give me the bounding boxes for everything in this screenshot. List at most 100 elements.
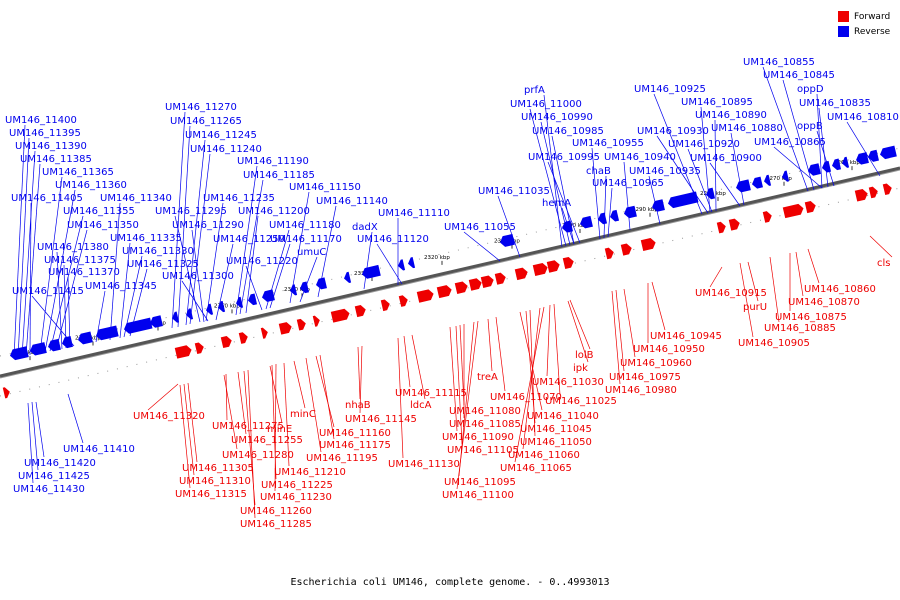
forward-gene-label: treA — [477, 372, 498, 383]
forward-gene-label: UM146_11100 — [442, 490, 514, 501]
forward-gene-arrow — [716, 221, 726, 234]
forward-gene-label: purU — [743, 302, 767, 313]
reverse-connector-line — [497, 195, 521, 258]
reverse-connector-line — [67, 393, 84, 444]
reverse-gene-arrow — [868, 149, 879, 162]
forward-connector-line — [187, 382, 198, 463]
forward-connector-line — [546, 304, 551, 377]
forward-connector-line — [456, 320, 479, 490]
reverse-gene-label: UM146_11395 — [9, 128, 81, 139]
forward-gene-label: UM146_11285 — [240, 519, 312, 530]
reverse-gene-label: UM146_11110 — [378, 208, 450, 219]
reverse-gene-arrow — [96, 325, 119, 341]
forward-gene-arrow — [514, 267, 528, 281]
forward-swatch — [838, 11, 849, 22]
forward-connector-line — [455, 325, 463, 445]
reverse-gene-label: UM146_11330 — [122, 246, 194, 257]
reverse-connector-line — [177, 125, 191, 328]
forward-gene-label: UM146_11080 — [449, 406, 521, 417]
forward-gene-label: UM146_10860 — [804, 284, 876, 295]
forward-gene-label: UM146_11090 — [442, 432, 514, 443]
reverse-gene-label: UM146_10935 — [629, 166, 701, 177]
tick-label: 2320 kbp — [424, 255, 450, 261]
reverse-connector-line — [239, 179, 264, 315]
forward-connector-line — [569, 299, 591, 350]
tick-label: 2340 kbp — [284, 287, 310, 293]
forward-gene-arrow — [620, 243, 632, 256]
forward-gene-label: UM146_11305 — [182, 463, 254, 474]
reverse-connector-line — [762, 66, 809, 192]
forward-gene-arrow — [278, 322, 292, 335]
forward-gene-arrow — [532, 262, 548, 276]
forward-gene-label: UM146_10870 — [788, 297, 860, 308]
reverse-connector-line — [67, 276, 71, 348]
reverse-gene-label: UM146_11340 — [100, 193, 172, 204]
reverse-connector-line — [540, 121, 571, 246]
reverse-gene-label: UM146_11240 — [190, 144, 262, 155]
forward-gene-label: UM146_11085 — [449, 419, 521, 430]
reverse-gene-label: umuC — [297, 247, 326, 258]
reverse-connector-line — [185, 139, 206, 326]
legend-label-reverse: Reverse — [854, 26, 891, 37]
reverse-connector-line — [123, 255, 143, 338]
forward-gene-label: UM146_11275 — [212, 421, 284, 432]
reverse-gene-label: UM146_11120 — [357, 234, 429, 245]
reverse-connector-line — [623, 161, 631, 231]
forward-connector-line — [553, 303, 561, 396]
reverse-connector-line — [109, 202, 121, 341]
forward-connector-line — [179, 384, 191, 489]
reverse-connector-line — [317, 205, 337, 298]
forward-connector-line — [449, 326, 458, 432]
reverse-gene-label: UM146_11420 — [24, 458, 96, 469]
forward-connector-line — [223, 374, 238, 450]
reverse-gene-arrow — [262, 289, 275, 302]
reverse-connector-line — [119, 242, 131, 339]
reverse-connector-line — [656, 135, 709, 214]
reverse-gene-label: UM146_11375 — [44, 255, 116, 266]
forward-gene-arrow — [312, 315, 320, 327]
reverse-connector-line — [21, 150, 36, 358]
forward-connector-line — [411, 334, 426, 400]
forward-gene-arrow — [220, 335, 232, 349]
reverse-gene-arrow — [248, 293, 258, 306]
reverse-gene-label: UM146_11150 — [289, 182, 361, 193]
reverse-connector-line — [205, 202, 224, 322]
reverse-connector-line — [603, 175, 607, 239]
forward-connector-line — [319, 354, 335, 440]
forward-connector-line — [807, 248, 820, 284]
reverse-connector-line — [730, 132, 745, 206]
forward-connector-line — [183, 383, 195, 476]
forward-connector-line — [359, 345, 363, 414]
legend-label-forward: Forward — [854, 11, 891, 22]
reverse-gene-arrow — [500, 233, 515, 247]
reverse-connector-line — [714, 119, 717, 212]
legend-item-reverse: Reverse — [838, 24, 890, 39]
reverse-gene-arrow — [362, 264, 381, 279]
reverse-gene-label: UM146_11355 — [63, 206, 135, 217]
reverse-gene-label: UM146_11370 — [48, 267, 120, 278]
forward-connector-line — [283, 362, 290, 467]
forward-gene-label: ldcA — [410, 400, 432, 411]
forward-gene-label: UM146_10945 — [650, 331, 722, 342]
reverse-connector-line — [529, 108, 567, 247]
forward-connector-line — [459, 324, 465, 406]
reverse-gene-label: UM146_11335 — [110, 233, 182, 244]
forward-gene-arrow — [416, 289, 434, 303]
forward-gene-arrow — [728, 218, 740, 231]
forward-connector-line — [315, 355, 335, 428]
reverse-connector-line — [29, 202, 32, 356]
reverse-connector-line — [653, 93, 703, 215]
forward-gene-arrow — [804, 201, 816, 214]
reverse-gene-label: UM146_11325 — [127, 259, 199, 270]
reverse-connector-line — [299, 256, 318, 303]
forward-gene-label: UM146_11225 — [261, 480, 333, 491]
forward-gene-label: UM146_11105 — [447, 445, 519, 456]
forward-gene-label: ipk — [573, 363, 588, 374]
reverse-gene-label: UM146_11380 — [37, 242, 109, 253]
reverse-connector-line — [13, 124, 26, 359]
forward-gene-label: UM146_10960 — [620, 358, 692, 369]
forward-gene-arrow — [868, 186, 878, 199]
reverse-gene-label: oppB — [797, 121, 823, 132]
forward-gene-label: UM146_11210 — [274, 467, 346, 478]
forward-gene-label: UM146_11280 — [222, 450, 294, 461]
